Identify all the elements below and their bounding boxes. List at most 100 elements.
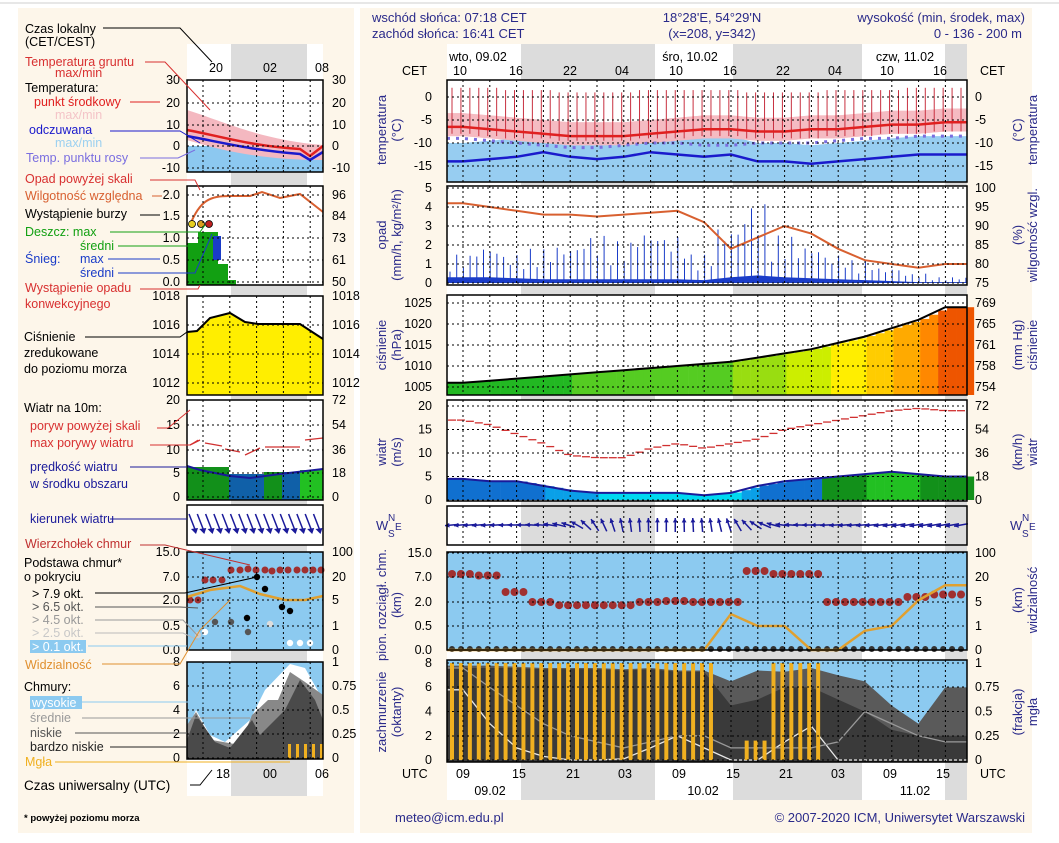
wind-speed-segment — [598, 492, 609, 500]
legend-precip-panel-tick-right: 50 — [332, 275, 346, 289]
legend-pressure-panel-tick-left: 1018 — [152, 289, 180, 303]
feels-like-band — [447, 133, 967, 182]
pressure-fill-segment — [777, 354, 787, 395]
wind-speed-segment — [607, 492, 617, 500]
fog-bar — [557, 663, 562, 760]
legend-humidity-line — [189, 190, 324, 226]
precip-tick-right: 100 — [975, 181, 996, 195]
pressure-fill-segment — [804, 350, 814, 395]
compass-n: N — [388, 513, 395, 524]
axis-title-temp: temperatura — [374, 94, 389, 165]
cover-tick-right: 0.75 — [975, 680, 999, 694]
pressure-panel-frame — [446, 294, 968, 396]
legend-wind-panel-tick-left: 20 — [166, 393, 180, 407]
cloud-top-dot — [948, 590, 957, 599]
cloud-base-dot — [958, 646, 965, 652]
cloud-top-dot — [448, 570, 456, 578]
pressure-fill-segment — [920, 318, 930, 395]
wind-arrow-head — [891, 523, 897, 528]
sunrise-text: wschód słońca: 07:18 CET — [371, 10, 527, 25]
fog-bar — [619, 663, 624, 760]
axis-unit-cloud: (km) — [389, 592, 404, 618]
legend-leader-line — [102, 599, 231, 665]
wind-speed-segment — [688, 493, 698, 500]
precip-tick-right: 80 — [975, 257, 989, 271]
cloud-base-dot — [788, 646, 795, 652]
legend-cloud-panel-tick-right: 0 — [332, 643, 339, 657]
legend-time-bottom: 00 — [263, 767, 277, 781]
pressure-fill-segment — [670, 366, 680, 395]
legend-wind-panel-tick-right: 18 — [332, 466, 346, 480]
footer-email[interactable]: meteo@icm.edu.pl — [395, 810, 504, 825]
legend-feels-like: odczuwana — [29, 123, 92, 137]
pressure-fill-segment — [697, 364, 707, 395]
legend-clouds: Chmury: — [24, 680, 71, 694]
pressure-fill-segment — [866, 336, 876, 395]
footer-copyright: © 2007-2020 ICM, Uniwersytet Warszawski — [775, 810, 1026, 825]
wind-arrow-head — [918, 523, 924, 528]
legend-humidity: Wilgotność względna — [25, 189, 142, 203]
axis-title-precip: opad — [374, 221, 389, 250]
wind-speed-segment — [822, 477, 832, 500]
wind-speed-segment — [750, 487, 760, 500]
pressure-fill-segment — [536, 377, 546, 395]
pressure-fill-segment — [830, 344, 841, 395]
wind-arrow-head — [552, 522, 558, 527]
legend-labels: Czas lokalny (CET/CEST) Temperatura grun… — [24, 22, 170, 824]
wind-speed-segment — [848, 475, 859, 500]
wind-speed-segment — [857, 474, 867, 500]
cloud-top-dot — [581, 601, 590, 610]
legend-leader-line — [95, 632, 199, 641]
cover-panel-frame — [446, 659, 968, 763]
legend-pressure-panel-tick-left: 1012 — [152, 376, 180, 390]
cloud-base-dot — [850, 646, 857, 652]
cloud-tick-left: 0.0 — [415, 643, 432, 657]
pressure-fill-segment — [580, 373, 591, 395]
legend-feels-line — [186, 134, 324, 162]
legend-wind-arrow-head — [257, 528, 265, 534]
cloud-base-dot — [743, 646, 750, 652]
wind-speed-segment — [804, 479, 814, 500]
time-label-bottom: 15 — [726, 767, 740, 781]
pressure-fill-segment — [875, 333, 885, 395]
pressure-fill-segment — [705, 363, 716, 395]
axis-title-pressure-right: ciśnienie — [1025, 320, 1040, 371]
legend-cloud-top-dot — [261, 566, 269, 574]
wind-speed-segment — [786, 481, 796, 500]
axis-unit-pressure: (hPa) — [389, 329, 404, 361]
cloud-top-dot — [751, 567, 760, 575]
cover-tick-left: 0 — [425, 753, 432, 767]
legend-pressure-panel-tick-right: 1018 — [332, 289, 360, 303]
precip-tick-right: 90 — [975, 219, 989, 233]
legend-cloud-panel-tick-left: 7.0 — [163, 570, 180, 584]
legend-wind-panel-frame — [186, 399, 324, 501]
legend-okt-79: > 7.9 okt. — [32, 587, 84, 601]
pressure-tick-left: 1015 — [404, 338, 432, 352]
pressure-fill-segment — [473, 381, 483, 395]
wind-arrow-head — [945, 523, 950, 528]
wind-tick-right: 72 — [975, 399, 989, 413]
legend-cloud-top-dot — [252, 566, 260, 574]
legend-wind-arrow-head — [265, 528, 273, 534]
pressure-fill-segment — [679, 365, 689, 395]
wind-arrow-head — [793, 522, 798, 528]
wind-tick-right: 18 — [975, 470, 989, 484]
legend-cloud-base-dot — [286, 607, 294, 615]
wind-arrow-head — [864, 522, 870, 528]
wind-arrow-head — [534, 522, 539, 528]
legend-cover-panel-tick-left: 2 — [173, 727, 180, 741]
wind-speed-segment — [795, 480, 805, 500]
wind-arrow-head — [462, 522, 468, 528]
pressure-tick-left: 1025 — [404, 296, 432, 310]
wind-arrow-head — [663, 518, 669, 523]
wind-arrow-head — [609, 518, 615, 524]
temp-tick-right: 0 — [975, 90, 982, 104]
wind-arrow-head — [525, 522, 530, 528]
legend-cloud-top-dot — [209, 576, 217, 584]
pressure-fill-segment — [902, 324, 912, 395]
wind-arrow-head — [784, 522, 789, 528]
wind-speed-segment — [661, 492, 671, 500]
wind-speed-segment — [536, 484, 546, 500]
legend-cover-panel-tick-left: 4 — [173, 703, 180, 717]
cloud-base-dot — [949, 646, 956, 652]
